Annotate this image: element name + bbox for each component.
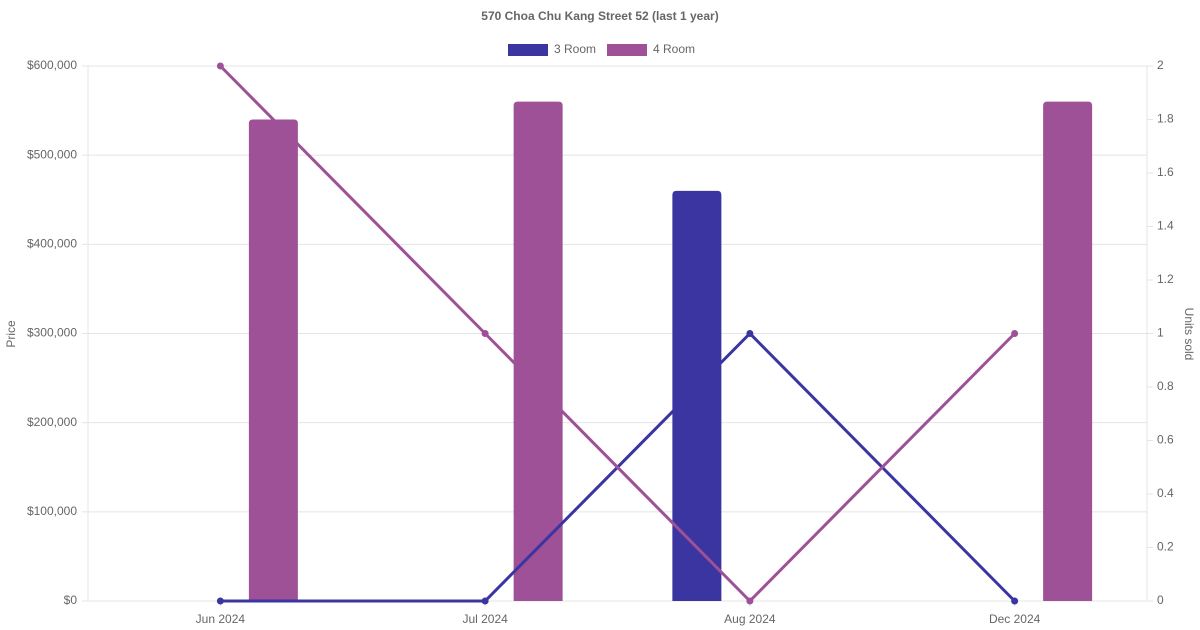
legend-label: 4 Room bbox=[653, 42, 695, 56]
y-tick-label: $100,000 bbox=[27, 504, 77, 518]
x-tick-label: Dec 2024 bbox=[989, 612, 1041, 626]
point bbox=[216, 597, 224, 605]
x-tick-label: Jun 2024 bbox=[196, 612, 246, 626]
point bbox=[1011, 597, 1019, 605]
point bbox=[216, 62, 224, 70]
y2-tick-label: 0.4 bbox=[1157, 486, 1174, 500]
point bbox=[481, 597, 489, 605]
legend-swatch bbox=[607, 44, 647, 56]
y2-tick-label: 1.4 bbox=[1157, 219, 1174, 233]
bar bbox=[672, 190, 722, 602]
legend-label: 3 Room bbox=[554, 42, 596, 56]
y-tick-label: $200,000 bbox=[27, 415, 77, 429]
y-tick-label: $0 bbox=[64, 593, 78, 607]
bar bbox=[1043, 101, 1093, 602]
y-tick-label: $600,000 bbox=[27, 58, 77, 72]
chart-title: 570 Choa Chu Kang Street 52 (last 1 year… bbox=[481, 9, 718, 23]
y2-tick-label: 0.2 bbox=[1157, 540, 1174, 554]
legend-swatch bbox=[508, 44, 548, 56]
y2-axis-label: Units sold bbox=[1182, 308, 1196, 361]
point bbox=[746, 330, 754, 337]
y2-tick-label: 0 bbox=[1157, 593, 1164, 607]
y2-tick-label: 1.6 bbox=[1157, 165, 1174, 179]
line bbox=[219, 64, 1016, 604]
y2-tick-label: 1.2 bbox=[1157, 272, 1174, 286]
y2-tick-label: 1.8 bbox=[1157, 112, 1174, 126]
point bbox=[481, 330, 489, 337]
bar bbox=[248, 119, 298, 601]
y-tick-label: $400,000 bbox=[27, 237, 77, 251]
y2-tick-label: 1 bbox=[1157, 326, 1164, 340]
y-tick-label: $500,000 bbox=[27, 147, 77, 161]
x-tick-label: Aug 2024 bbox=[724, 612, 776, 626]
y-tick-label: $300,000 bbox=[27, 326, 77, 340]
y-axis-label: Price bbox=[4, 320, 18, 348]
point bbox=[746, 597, 754, 605]
y2-tick-label: 2 bbox=[1157, 58, 1164, 72]
y2-tick-label: 0.6 bbox=[1157, 433, 1174, 447]
bar bbox=[513, 101, 563, 602]
y2-tick-label: 0.8 bbox=[1157, 379, 1174, 393]
point bbox=[1011, 330, 1019, 337]
x-tick-label: Jul 2024 bbox=[462, 612, 508, 626]
